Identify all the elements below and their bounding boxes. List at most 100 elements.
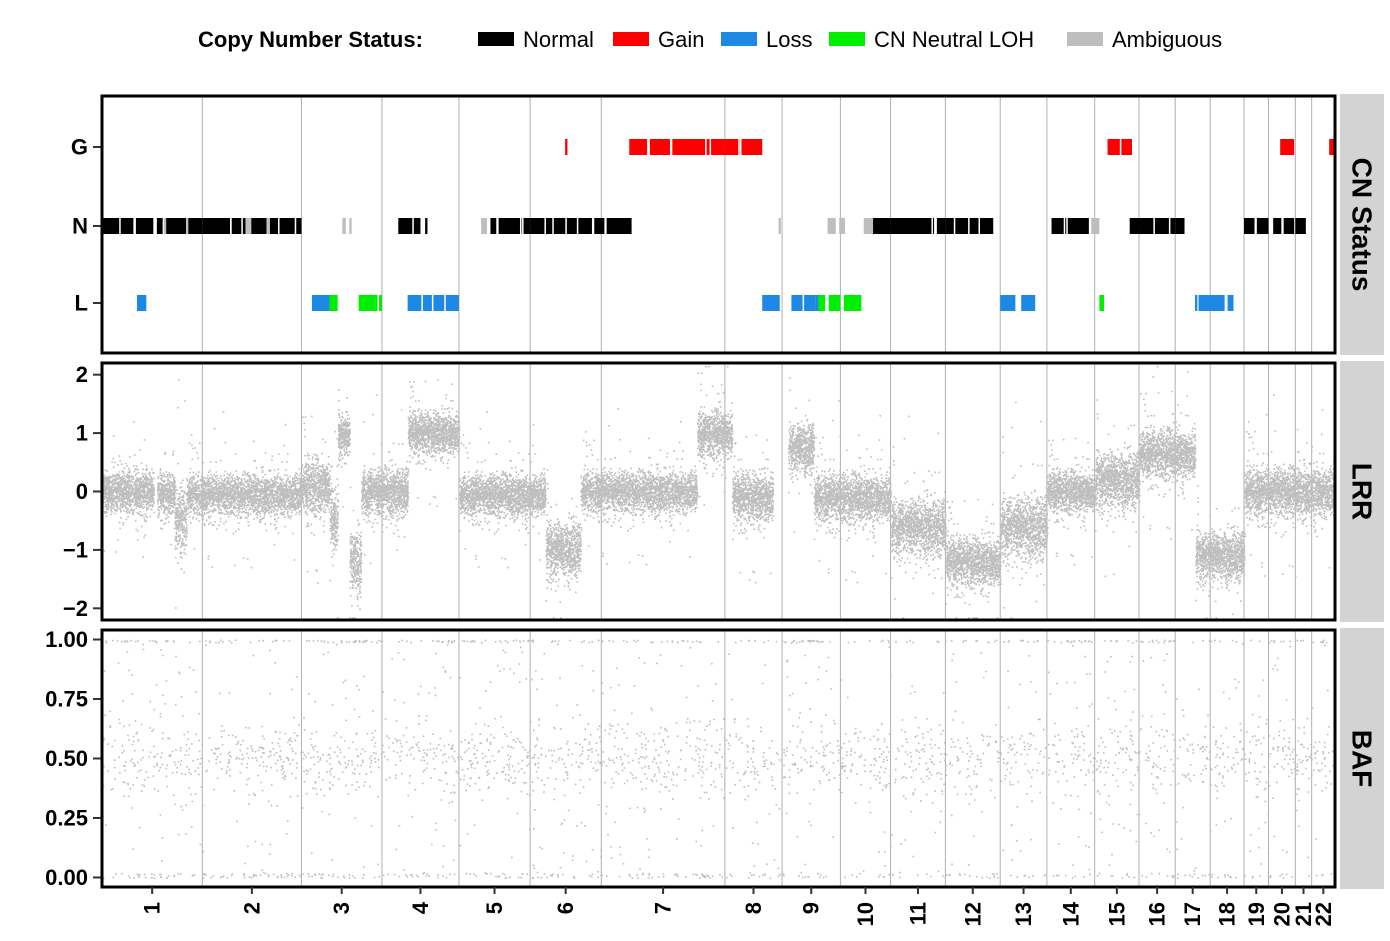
- cn-segment-gap: [739, 139, 742, 155]
- cn-segment-ambiguous: [778, 218, 781, 234]
- chromosome-label: 16: [1145, 902, 1170, 926]
- cn-segment-loss: [1198, 295, 1234, 311]
- cn-segment-gap: [119, 218, 121, 234]
- cn-segment-loh: [828, 295, 841, 311]
- chromosome-label: 6: [553, 902, 578, 914]
- cn-status-strip-label: CN Status: [1347, 158, 1378, 292]
- baf-strip: [1340, 628, 1384, 889]
- cn-segment-gap: [604, 218, 606, 234]
- legend-label-cn-neutral-loh: CN Neutral LOH: [874, 27, 1034, 52]
- chromosome-label: 19: [1244, 902, 1269, 926]
- cn-segment-normal: [398, 218, 421, 234]
- cn-status-tick-label: N: [72, 214, 88, 239]
- chromosome-label: 10: [853, 902, 878, 926]
- cn-segment-ambiguous: [342, 218, 346, 234]
- cn-segment-normal: [873, 218, 891, 234]
- cn-segment-gap: [648, 139, 650, 155]
- cn-segment-normal: [890, 218, 946, 234]
- cn-segment-ambiguous: [863, 218, 874, 234]
- lrr-tick-label: −2: [63, 596, 88, 621]
- chromosome-label: 12: [960, 902, 985, 926]
- cn-segment-gap: [1224, 295, 1227, 311]
- cn-segment-loss: [762, 295, 780, 311]
- cn-status-tick-label: G: [71, 135, 88, 160]
- cn-segment-gap: [544, 218, 546, 234]
- cn-segment-gap: [647, 139, 649, 155]
- cn-segment-gap: [241, 218, 243, 234]
- lrr-border: [100, 361, 1337, 622]
- cn-segment-gap: [935, 218, 937, 234]
- lrr-tick-label: 0: [76, 479, 88, 504]
- legend-swatch-normal: [478, 32, 514, 46]
- cn-segment-gap: [552, 218, 554, 234]
- cn-segment-normal: [1283, 218, 1295, 234]
- cn-segment-loh: [1099, 295, 1105, 311]
- cn-segment-gain: [1280, 139, 1295, 155]
- cn-segment-ambiguous: [839, 218, 846, 234]
- cn-segment-gap: [1226, 295, 1228, 311]
- legend-label-loss: Loss: [766, 27, 812, 52]
- cn-segment-gap: [278, 218, 280, 234]
- cn-segment-gap: [431, 295, 434, 311]
- cn-segment-gap: [421, 295, 423, 311]
- cn-segment-gap: [565, 218, 567, 234]
- cn-segment-ambiguous: [349, 218, 352, 234]
- baf-tick-label: 0.75: [45, 687, 88, 712]
- chromosome-label: 15: [1104, 902, 1129, 926]
- cn-segment-normal: [1139, 218, 1176, 234]
- cn-segment-gain: [1107, 139, 1133, 155]
- cn-segment-gap: [229, 218, 232, 234]
- cn-segment-gap: [1063, 218, 1066, 234]
- cn-status-tick-label: L: [75, 291, 88, 316]
- cn-segment-normal: [1273, 218, 1282, 234]
- cn-segment-loss: [136, 295, 147, 311]
- chromosome-label: 1: [140, 902, 165, 914]
- cn-segment-gap: [705, 139, 707, 155]
- cn-segment-normal: [1129, 218, 1140, 234]
- cn-segment-gain: [629, 139, 725, 155]
- cn-segment-normal: [498, 218, 531, 234]
- baf-tick-label: 0.25: [45, 805, 88, 830]
- chromosome-label: 5: [482, 902, 507, 914]
- cn-segment-gap: [377, 295, 380, 311]
- cn-segment-normal: [269, 218, 302, 234]
- cn-segment-ambiguous: [163, 218, 167, 234]
- cn-segment-normal: [102, 218, 154, 234]
- cn-segment-normal: [1295, 218, 1306, 234]
- cn-segment-ambiguous: [827, 218, 836, 234]
- chromosome-label: 18: [1215, 902, 1240, 926]
- cn-segment-gap: [931, 218, 933, 234]
- chromosome-label: 2: [239, 902, 264, 914]
- cn-segment-loss: [1021, 295, 1036, 311]
- chromosome-label: 4: [408, 901, 433, 914]
- cn-status-strip: [1340, 94, 1384, 355]
- chromosome-label: 3: [329, 902, 354, 914]
- cn-segment-loh: [818, 295, 826, 311]
- legend-swatch-cn-neutral-loh: [829, 32, 865, 46]
- panel-baf: BAF 0.00 0.25 0.50 0.75 1.00: [45, 627, 1384, 890]
- chromosome-label: 7: [651, 902, 676, 914]
- cn-segment-normal: [594, 218, 632, 234]
- legend-label-normal: Normal: [523, 27, 594, 52]
- chromosome-label: 20: [1269, 902, 1294, 926]
- cn-segment-gap: [1168, 218, 1171, 234]
- cn-segment-gain: [1329, 139, 1335, 155]
- cn-segment-normal: [1244, 218, 1255, 234]
- baf-tick-label: 0.50: [45, 746, 88, 771]
- chromosome-label: 9: [799, 902, 824, 914]
- cn-segment-gap: [1066, 218, 1068, 234]
- cn-segment-gap: [576, 218, 579, 234]
- cn-segment-loh: [329, 295, 338, 311]
- legend-label-ambiguous: Ambiguous: [1112, 27, 1222, 52]
- cn-segment-loss: [311, 295, 330, 311]
- cn-segment-normal: [251, 218, 267, 234]
- legend-swatch-loss: [721, 32, 757, 46]
- cn-segment-gain: [565, 139, 568, 155]
- cn-segment-normal: [188, 218, 203, 234]
- cn-segment-loss: [1000, 295, 1016, 311]
- cn-segment-loss: [1195, 295, 1198, 311]
- cn-segment-gap: [670, 139, 673, 155]
- chromosome-label: 8: [741, 902, 766, 914]
- cn-segment-gap: [1119, 139, 1122, 155]
